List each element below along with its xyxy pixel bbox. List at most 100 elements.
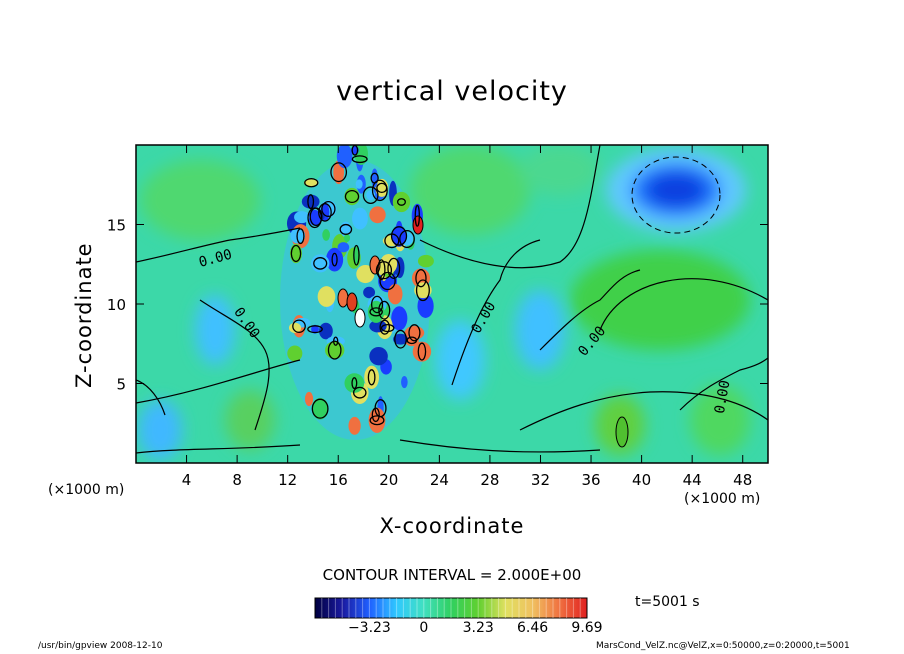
turbulence-blob [369, 346, 388, 366]
y-tick-label: 5 [116, 376, 126, 394]
extreme-spot [337, 288, 349, 308]
y-axis-label: Z-coordinate [72, 242, 96, 388]
turbulence-blob [311, 397, 329, 420]
turbulence-contour [304, 178, 319, 188]
turbulence-blob [304, 391, 314, 407]
x-tick-label: 40 [632, 471, 651, 489]
turbulence-contour [399, 229, 415, 249]
turbulence-contour [379, 319, 391, 335]
time-label: t=5001 s [635, 594, 700, 610]
turbulence-contour [371, 407, 380, 423]
footer-left: /usr/bin/gpview 2008-12-10 [38, 641, 163, 651]
turbulence-blob [417, 294, 434, 318]
x-tick-label: 16 [329, 471, 348, 489]
turbulence-contour [367, 369, 376, 386]
turbulence-contour [313, 257, 328, 270]
x-tick-label: 36 [581, 471, 600, 489]
turbulence-contour [387, 257, 401, 279]
x-unit-label-right: (×1000 m) [684, 491, 761, 507]
x-tick-label: 24 [430, 471, 449, 489]
footer-right: MarsCond_VelZ.nc@VelZ,x=0:50000,z=0:2000… [596, 641, 850, 651]
turbulence-blob [301, 194, 320, 209]
heatmap-field [136, 145, 768, 463]
turbulence-blob [393, 333, 408, 345]
chart-title: vertical velocity [336, 76, 568, 107]
extreme-spot [346, 292, 358, 312]
x-tick-label: 48 [733, 471, 752, 489]
turbulence-blob [294, 211, 310, 224]
turbulence-blob [401, 375, 408, 389]
turbulence-blob [392, 191, 411, 213]
turbulence-contour [415, 269, 427, 288]
colorbar-tick-label: −3.23 [347, 620, 391, 636]
colorbar-tick-label: 9.69 [571, 620, 603, 636]
turbulence-contour [378, 300, 391, 320]
turbulence-blob [417, 254, 434, 268]
colorbar-tick-label: 3.23 [462, 620, 494, 636]
turbulence-contour [370, 172, 379, 184]
x-axis-label: X-coordinate [379, 514, 525, 538]
turbulence-contour [414, 204, 420, 227]
turbulence-blob [387, 283, 403, 305]
turbulence-blob [322, 229, 330, 241]
turbulence-contour [292, 319, 306, 333]
turbulence-blob [288, 322, 302, 334]
turbulence-blob [363, 286, 376, 299]
turbulence-contour [296, 228, 305, 245]
turbulence-contour [376, 182, 388, 194]
turbulence-contour [307, 325, 323, 334]
x-tick-label: 4 [182, 471, 192, 489]
turbulence-contour [390, 226, 408, 246]
turbulence-contour [351, 377, 358, 390]
turbulence-blob [355, 179, 363, 189]
y-axis: 5 10 15 [107, 217, 768, 394]
turbulence-contour [408, 324, 421, 342]
turbulence-contour [344, 189, 360, 204]
turbulence-contour [321, 200, 336, 217]
turbulence-contour [371, 179, 388, 202]
turbulence-contour [377, 259, 386, 281]
turbulence-contour [369, 307, 383, 317]
turbulence-contour [330, 162, 348, 183]
turbulence-blob [356, 264, 375, 284]
turbulence-blob [391, 306, 408, 331]
turbulence-contour [371, 295, 384, 314]
x-tick-label: 28 [480, 471, 499, 489]
turbulence-contour [353, 244, 360, 266]
y-tick-label: 10 [107, 296, 126, 314]
turbulence-blob [326, 247, 344, 272]
turbulence-contour [307, 207, 323, 229]
turbulence-blob [391, 225, 407, 247]
turbulence-contour [394, 329, 407, 349]
downdraft-contour [631, 156, 721, 234]
x-tick-label: 32 [531, 471, 550, 489]
x-unit-label-left: (×1000 m) [48, 482, 125, 498]
colorbar-tick-label: 6.46 [517, 620, 549, 636]
turbulence-blob [311, 324, 319, 334]
colorbar [314, 597, 588, 619]
turbulence-contour [415, 279, 430, 302]
turbulence-blob [412, 341, 432, 362]
extreme-spot [354, 308, 366, 328]
turbulence-contour [327, 340, 342, 360]
y-tick-label: 15 [107, 217, 126, 235]
turbulence-contour [307, 194, 315, 210]
turbulence-blob [317, 286, 336, 307]
contour-lines [136, 145, 768, 454]
colorbar-tick-label: 0 [419, 620, 429, 636]
x-tick-label: 8 [232, 471, 242, 489]
x-tick-label: 12 [278, 471, 297, 489]
turbulence-contour [290, 244, 302, 263]
turbulence-blob [336, 145, 353, 169]
turbulence-blob [303, 178, 319, 187]
turbulence-contour [311, 398, 329, 419]
turbulence-blob [290, 227, 306, 244]
turbulence-contour [417, 342, 427, 361]
turbulence-blob [352, 207, 368, 230]
x-tick-label: 20 [379, 471, 398, 489]
x-tick-label: 44 [683, 471, 702, 489]
contour-label: 0.00 [712, 379, 734, 415]
turbulence-contour [352, 386, 367, 399]
x-axis: 4 8 12 16 20 24 28 32 36 40 44 48 [182, 145, 752, 489]
